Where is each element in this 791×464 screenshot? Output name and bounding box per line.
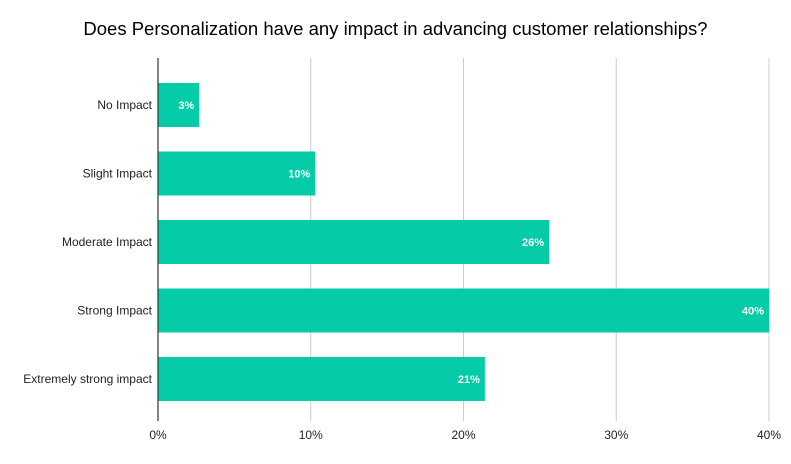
x-tick-label: 10% [299, 428, 323, 442]
category-label: Extremely strong impact [23, 372, 152, 386]
x-tick-label: 30% [604, 428, 628, 442]
category-label: Strong Impact [77, 304, 152, 318]
x-tick-label: 20% [451, 428, 475, 442]
x-tick-label: 0% [149, 428, 167, 442]
category-label: No Impact [97, 98, 152, 112]
data-label: 3% [178, 100, 194, 112]
bar-strong-impact [158, 288, 769, 333]
data-label: 10% [288, 169, 310, 181]
category-label: Slight Impact [83, 167, 153, 181]
bar-slight-impact [158, 151, 316, 196]
data-label: 26% [522, 237, 544, 249]
data-label: 40% [742, 306, 764, 318]
category-label: Moderate Impact [62, 235, 153, 249]
data-label: 21% [458, 374, 480, 386]
chart-title: Does Personalization have any impact in … [83, 18, 708, 39]
bar-moderate-impact [158, 220, 550, 264]
bar-extremely-strong-impact [158, 357, 485, 401]
x-tick-label: 40% [757, 428, 781, 442]
bar-no-impact [158, 83, 200, 127]
